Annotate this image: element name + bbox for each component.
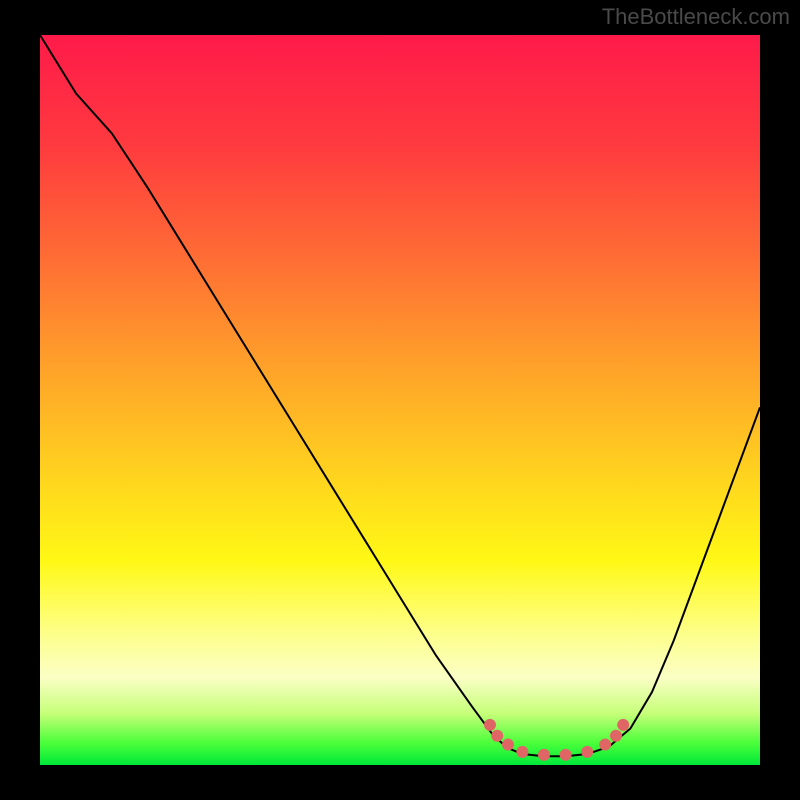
marker-point bbox=[610, 730, 622, 742]
marker-point bbox=[484, 719, 496, 731]
marker-point bbox=[599, 739, 611, 751]
chart-container: TheBottleneck.com bbox=[0, 0, 800, 800]
watermark: TheBottleneck.com bbox=[602, 4, 790, 30]
marker-point bbox=[581, 746, 593, 758]
marker-point bbox=[560, 749, 572, 761]
plot-area bbox=[40, 35, 760, 765]
marker-point bbox=[491, 730, 503, 742]
marker-point bbox=[538, 749, 550, 761]
gradient-background bbox=[40, 35, 760, 765]
marker-point bbox=[516, 746, 528, 758]
marker-point bbox=[502, 739, 514, 751]
marker-point bbox=[617, 719, 629, 731]
plot-svg bbox=[40, 35, 760, 765]
